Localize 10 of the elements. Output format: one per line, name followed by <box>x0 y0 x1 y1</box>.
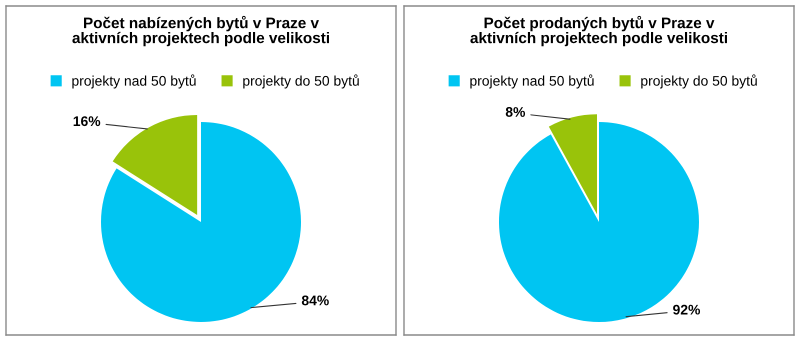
legend-label: projekty do 50 bytů <box>641 74 757 89</box>
legend-label: projekty nad 50 bytů <box>72 74 196 89</box>
data-label: 8% <box>506 107 526 117</box>
data-label: 84% <box>302 296 329 306</box>
chart-title: Počet prodaných bytů v Praze v aktivních projektech podle velikosti <box>470 16 727 46</box>
chart-title: Počet nabízených bytů v Praze v aktivních projektech podle velikosti <box>72 16 329 46</box>
legend-label: projekty nad 50 bytů <box>470 74 594 89</box>
data-label: 92% <box>673 304 700 315</box>
legend-label: projekty do 50 bytů <box>243 74 359 89</box>
data-label: 16% <box>74 116 100 126</box>
